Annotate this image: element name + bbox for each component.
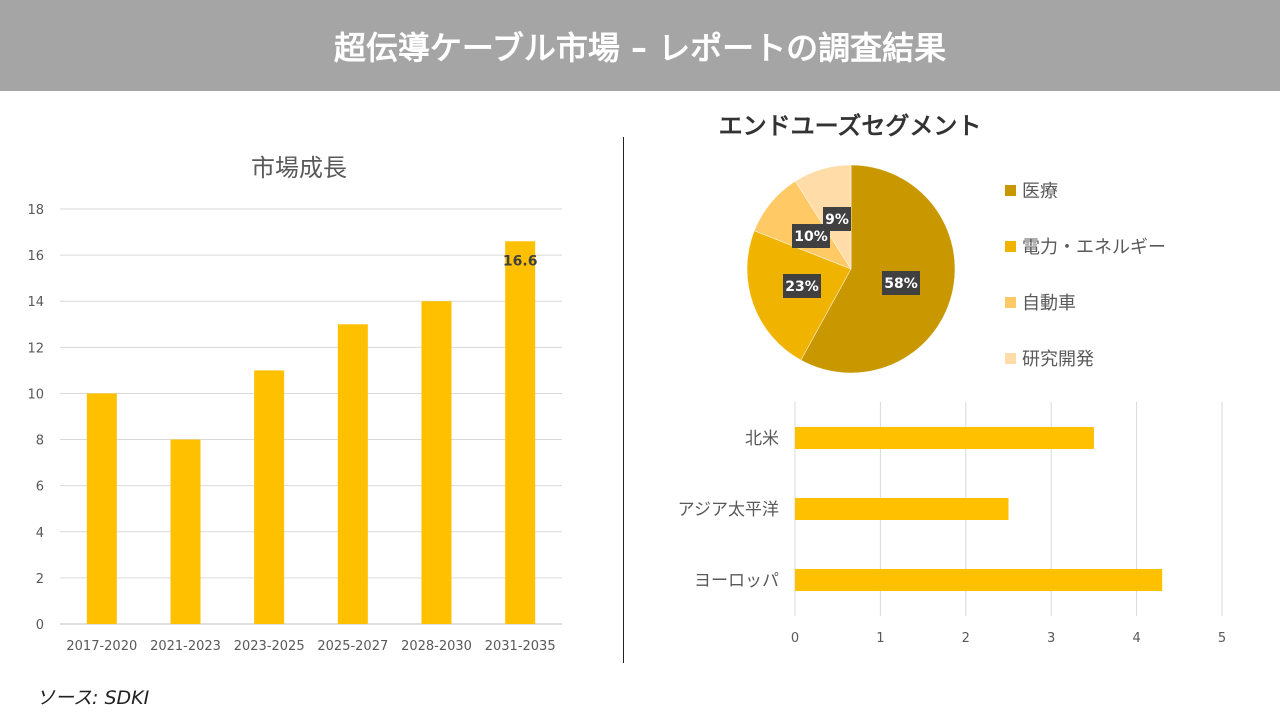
data-label: 58% [884,276,918,292]
page-title: 超伝導ケーブル市場 – レポートの調査結果 [0,0,1280,91]
y-tick-label: 2 [36,572,44,587]
x-tick-label: 2 [962,631,970,646]
data-label: 10% [794,229,828,245]
data-label-box [783,274,821,298]
legend-swatch [1005,297,1016,308]
x-tick-label: 4 [1132,631,1140,646]
legend-swatch [1005,185,1016,196]
legend-label: 医療 [1022,181,1058,202]
x-tick-label: 2025-2027 [317,639,388,654]
divider [623,137,624,663]
data-label: 16.6 [503,253,538,269]
y-tick-label: 10 [27,387,44,402]
legend-swatch [1005,353,1016,364]
bar [795,427,1094,449]
y-tick-label: 18 [27,203,44,218]
y-tick-label: 8 [36,434,44,449]
legend-swatch [1005,241,1016,252]
bar [505,241,536,624]
data-label-box [882,271,920,295]
pie-slice [800,164,956,374]
legend-label: 自動車 [1022,293,1076,314]
pie-chart-title: エンドユーズセグメント [718,112,982,140]
source-note: ソース: SDKI [36,687,150,709]
bar [795,569,1163,591]
x-tick-label: 2021-2023 [150,639,221,654]
bar [795,498,1009,520]
chart-title: 市場成長 [251,154,347,182]
x-tick-label: 5 [1218,631,1226,646]
x-tick-label: 2031-2035 [485,639,556,654]
y-tick-label: 4 [36,526,44,541]
bar [337,324,368,624]
legend-label: 研究開発 [1022,349,1094,370]
data-label-box [823,207,851,231]
y-tick-label: ヨーロッパ [694,571,779,591]
y-tick-label: 16 [27,249,44,264]
y-tick-label: 北米 [745,429,779,449]
bar [254,370,285,624]
y-tick-label: 12 [27,341,44,356]
legend-label: 電力・エネルギー [1022,237,1166,258]
data-label: 23% [785,279,819,295]
x-tick-label: 0 [791,631,799,646]
x-tick-label: 2017-2020 [66,639,137,654]
bar [86,393,117,624]
y-tick-label: アジア太平洋 [678,500,779,520]
x-tick-label: 2028-2030 [401,639,472,654]
bar [421,301,452,624]
data-label: 9% [825,212,849,228]
y-tick-label: 6 [36,480,44,495]
y-tick-label: 14 [27,295,44,310]
bar [170,439,201,624]
x-tick-label: 2023-2025 [234,639,305,654]
x-tick-label: 3 [1047,631,1055,646]
x-tick-label: 1 [876,631,884,646]
y-tick-label: 0 [36,618,44,633]
